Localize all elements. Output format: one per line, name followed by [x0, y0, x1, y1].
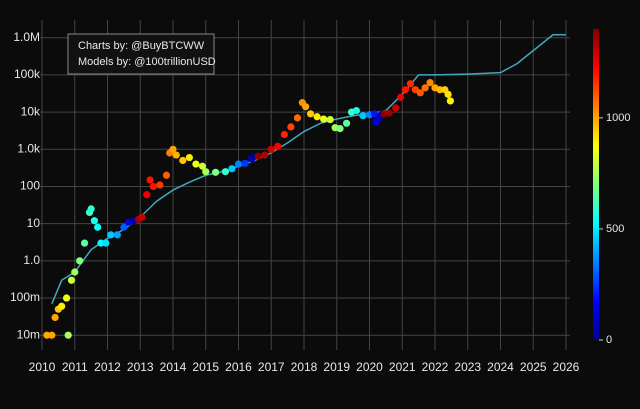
- x-tick-label: 2015: [192, 360, 219, 374]
- price-point: [306, 110, 315, 118]
- price-point: [107, 231, 115, 239]
- price-point: [179, 156, 187, 165]
- price-point: [274, 142, 282, 150]
- price-point: [62, 294, 71, 302]
- x-tick-label: 2025: [520, 360, 547, 374]
- x-tick-label: 2010: [29, 360, 56, 374]
- price-point: [80, 239, 89, 247]
- price-point: [120, 223, 128, 231]
- y-tick-label: 10m: [17, 327, 40, 341]
- price-point: [192, 160, 200, 168]
- price-point: [146, 176, 154, 184]
- annotation: Charts by: @BuyBTCWW: [78, 40, 205, 52]
- price-point: [102, 239, 110, 247]
- price-point: [202, 168, 210, 176]
- y-tick-label: 100m: [10, 290, 40, 304]
- price-point: [58, 302, 66, 310]
- price-point: [241, 159, 249, 167]
- price-point: [64, 331, 72, 339]
- y-tick-label: 1.0: [23, 253, 40, 267]
- price-point: [185, 153, 193, 162]
- price-point: [67, 276, 76, 284]
- x-tick-label: 2017: [258, 360, 285, 374]
- price-point: [221, 168, 229, 176]
- grid: [40, 20, 570, 350]
- y-tick-label: 10: [27, 216, 41, 230]
- price-point: [370, 110, 379, 118]
- price-point: [149, 182, 157, 191]
- x-tick-label: 2018: [291, 360, 318, 374]
- price-point: [172, 151, 180, 159]
- price-point: [406, 80, 415, 88]
- price-point: [385, 109, 393, 117]
- price-point: [87, 205, 95, 213]
- price-point: [326, 115, 334, 124]
- x-tick-label: 2020: [356, 360, 383, 374]
- price-point: [156, 181, 164, 189]
- price-point: [228, 165, 236, 173]
- y-tick-label: 10k: [21, 104, 41, 118]
- price-point: [48, 331, 56, 339]
- price-point: [397, 93, 405, 101]
- price-point: [138, 213, 146, 221]
- x-tick-label: 2022: [422, 360, 449, 374]
- x-tick-label: 2014: [160, 360, 187, 374]
- x-tick-label: 2026: [553, 360, 580, 374]
- x-tick-label: 2011: [62, 360, 88, 374]
- price-point: [254, 152, 262, 160]
- price-point: [426, 79, 434, 87]
- price-point: [143, 191, 151, 199]
- colorbar-tick-label: 500: [606, 223, 624, 235]
- y-tick-label: 1.0M: [13, 30, 40, 44]
- price-point: [446, 97, 454, 105]
- price-point: [392, 104, 400, 112]
- price-point: [416, 89, 424, 97]
- price-point: [352, 106, 360, 115]
- price-point: [336, 125, 344, 133]
- price-point: [359, 112, 367, 120]
- colorbar-tick-label: 1000: [606, 112, 630, 124]
- price-point: [51, 313, 59, 322]
- price-point: [421, 84, 429, 92]
- price-point: [162, 171, 171, 179]
- colorbar-tick-label: 0: [606, 334, 612, 346]
- price-point: [76, 257, 84, 265]
- marks: [43, 34, 566, 339]
- x-tick-label: 2024: [487, 360, 514, 374]
- price-point: [113, 231, 121, 239]
- price-point: [198, 162, 207, 170]
- price-point: [211, 168, 220, 176]
- x-tick-label: 2012: [94, 360, 121, 374]
- x-tick-label: 2016: [225, 360, 252, 374]
- x-tick-label: 2023: [454, 360, 481, 374]
- price-point: [94, 223, 102, 231]
- annotation: Models by: @100trillionUSD: [78, 56, 216, 68]
- price-point: [261, 151, 269, 159]
- price-point: [444, 90, 452, 98]
- price-point: [267, 145, 275, 153]
- price-point: [280, 130, 288, 139]
- price-point: [287, 123, 295, 131]
- x-tick-label: 2019: [323, 360, 350, 374]
- y-tick-label: 1.0k: [17, 141, 41, 155]
- x-tick-label: 2013: [127, 360, 154, 374]
- price-point: [401, 86, 410, 94]
- annotation-box: [67, 33, 215, 75]
- y-tick-label: 100k: [14, 67, 41, 81]
- price-point: [90, 217, 98, 225]
- price-point: [293, 114, 302, 122]
- price-point: [320, 115, 328, 123]
- price-point: [71, 268, 79, 276]
- price-point: [342, 119, 351, 127]
- price-point: [169, 145, 177, 153]
- price-point: [313, 113, 321, 121]
- price-point: [234, 160, 243, 168]
- x-tick-label: 2021: [389, 360, 416, 374]
- colorbar: [593, 29, 599, 340]
- price-point: [302, 103, 310, 111]
- y-tick-label: 100: [20, 179, 40, 193]
